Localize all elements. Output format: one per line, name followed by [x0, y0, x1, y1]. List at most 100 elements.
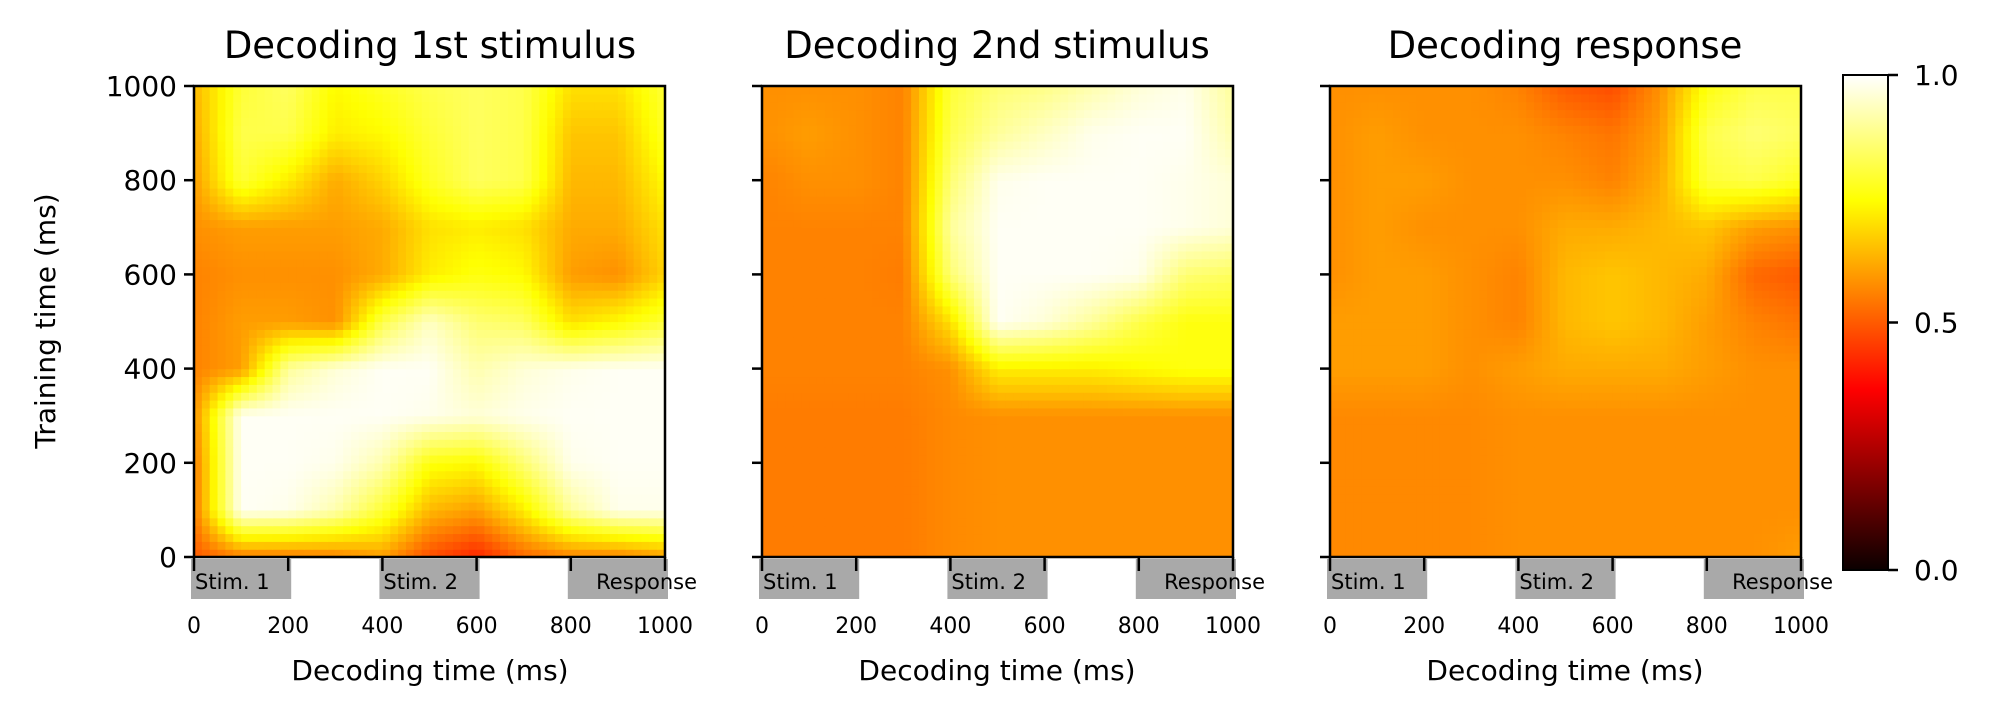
heatmap-cell: [319, 258, 329, 268]
heatmap-cell: [649, 156, 658, 166]
heatmap-cell: [476, 470, 486, 480]
heatmap-cell: [1115, 470, 1124, 480]
heatmap-cell: [241, 352, 250, 362]
heatmap-cell: [523, 86, 533, 95]
heatmap-cell: [1193, 541, 1203, 550]
heatmap-cell: [966, 415, 975, 425]
heatmap-cell: [586, 266, 595, 275]
heatmap-cell: [1091, 415, 1101, 425]
heatmap-cell: [809, 470, 818, 480]
heatmap-cell: [641, 290, 650, 299]
heatmap-cell: [547, 431, 556, 440]
heatmap-cell: [809, 454, 818, 464]
heatmap-cell: [1154, 478, 1163, 487]
heatmap-cell: [562, 502, 572, 511]
heatmap-cell: [594, 329, 603, 338]
heatmap-cell: [562, 101, 572, 111]
heatmap-cell: [1013, 447, 1022, 456]
heatmap-cell: [303, 494, 313, 503]
heatmap-cell: [610, 439, 619, 448]
heatmap-cell: [570, 250, 580, 260]
heatmap-cell: [390, 352, 399, 362]
heatmap-cell: [319, 86, 329, 95]
heatmap-cell: [633, 305, 643, 315]
heatmap-cell: [343, 352, 352, 362]
heatmap-cell: [248, 423, 258, 432]
heatmap-cell: [942, 447, 951, 456]
heatmap-cell: [398, 180, 407, 189]
heatmap-cell: [625, 86, 635, 95]
heatmap-cell: [1044, 376, 1054, 385]
heatmap-cell: [539, 478, 548, 487]
heatmap-cell: [217, 101, 226, 111]
heatmap-cell: [421, 454, 431, 464]
heatmap-cell: [311, 188, 321, 197]
heatmap-cell: [649, 313, 658, 323]
heatmap-cell: [201, 368, 211, 378]
heatmap-cell: [1076, 431, 1085, 440]
heatmap-cell: [508, 541, 517, 550]
heatmap-cell: [413, 439, 423, 448]
heatmap-cell: [657, 352, 666, 362]
heatmap-cell: [217, 203, 226, 213]
heatmap-cell: [460, 203, 470, 213]
heatmap-cell: [194, 274, 203, 283]
heatmap-cell: [335, 384, 344, 393]
heatmap-cell: [594, 297, 603, 307]
heatmap-cell: [248, 188, 258, 197]
heatmap-cell: [413, 407, 423, 417]
heatmap-cell: [633, 250, 643, 260]
heatmap-cell: [539, 86, 548, 95]
heatmap-cell: [840, 423, 849, 432]
heatmap-cell: [233, 376, 242, 385]
heatmap-cell: [366, 439, 376, 448]
heatmap-cell: [241, 400, 250, 409]
heatmap-cell: [492, 219, 501, 228]
heatmap-cell: [649, 258, 658, 268]
heatmap-cell: [1044, 541, 1054, 550]
heatmap-cell: [809, 423, 818, 432]
y-tick-label: 400: [124, 353, 177, 386]
heatmap-cell: [523, 250, 533, 260]
heatmap-cell: [657, 117, 666, 126]
heatmap-cell: [303, 195, 313, 205]
heatmap-cell: [327, 494, 336, 503]
heatmap-cell: [562, 258, 572, 268]
heatmap-cell: [460, 101, 470, 111]
heatmap-cell: [871, 407, 881, 417]
heatmap-cell: [617, 368, 627, 378]
heatmap-cell: [500, 133, 509, 142]
heatmap-cell: [555, 211, 564, 221]
heatmap-cell: [1162, 470, 1171, 480]
heatmap-cell: [523, 384, 533, 393]
heatmap-cell: [981, 415, 991, 425]
heatmap-cell: [335, 109, 344, 118]
heatmap-cell: [848, 462, 857, 472]
heatmap-cell: [641, 533, 650, 542]
heatmap-cell: [785, 525, 794, 535]
heatmap-cell: [225, 219, 234, 228]
heatmap-cell: [241, 549, 250, 558]
heatmap-cell: [358, 478, 368, 487]
heatmap-cell: [413, 180, 423, 189]
heatmap-cell: [311, 101, 321, 111]
heatmap-cell: [1185, 517, 1195, 527]
heatmap-cell: [288, 541, 297, 550]
heatmap-cell: [1099, 415, 1108, 425]
heatmap-cell: [633, 423, 643, 432]
heatmap-cell: [641, 172, 650, 181]
heatmap-cell: [194, 360, 203, 370]
heatmap-cell: [296, 250, 305, 260]
heatmap-cell: [311, 125, 321, 134]
heatmap-cell: [335, 117, 344, 126]
heatmap-cell: [272, 384, 281, 393]
heatmap-cell: [1146, 502, 1156, 511]
heatmap-cell: [429, 423, 438, 432]
heatmap-cell: [272, 368, 281, 378]
heatmap-cell: [641, 250, 650, 260]
heatmap-cell: [1123, 533, 1132, 542]
heatmap-cell: [649, 219, 658, 228]
heatmap-cell: [413, 541, 423, 550]
heatmap-cell: [453, 321, 462, 330]
heatmap-cell: [793, 423, 802, 432]
